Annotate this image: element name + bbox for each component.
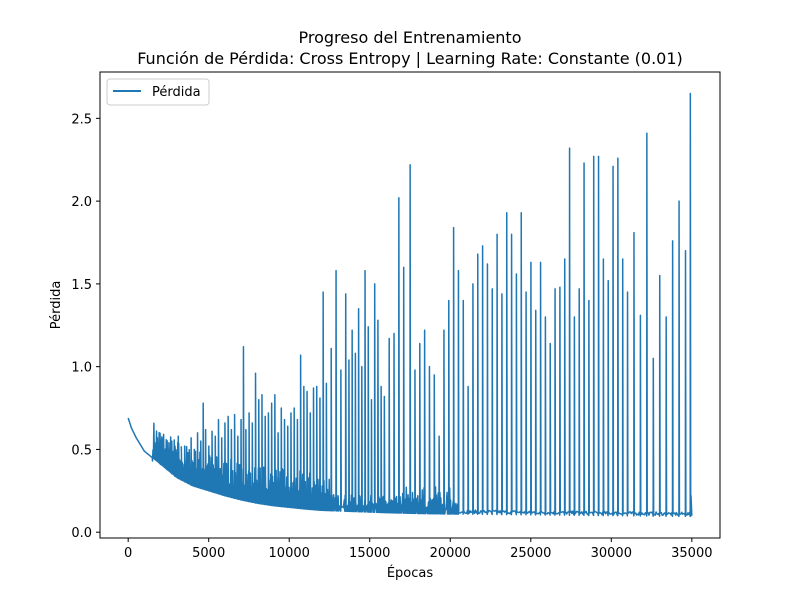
y-tick-label: 0.5: [71, 443, 92, 458]
legend: Pérdida: [106, 78, 210, 106]
legend-box: [106, 78, 210, 106]
chart-title: Progreso del Entrenamiento: [299, 28, 522, 47]
x-tick-label: 15000: [349, 546, 390, 561]
y-axis-label: Pérdida: [49, 281, 64, 330]
line-layer: [127, 92, 693, 518]
y-tick-label: 1.0: [71, 361, 92, 376]
y-tick-label: 0.0: [71, 526, 92, 541]
x-tick-label: 20000: [430, 546, 471, 561]
y-axis: 0.0 0.5 1.0 1.5 2.0 2.5: [71, 112, 100, 541]
x-axis: 0 5000 10000 15000 20000 25000 30000 35000: [124, 538, 712, 561]
y-tick-label: 1.5: [71, 278, 92, 293]
x-tick-label: 35000: [671, 546, 712, 561]
y-tick-label: 2.5: [71, 112, 92, 127]
plot-area: [99, 71, 721, 539]
x-axis-label: Épocas: [387, 565, 434, 581]
x-tick-label: 0: [124, 546, 132, 561]
x-tick-label: 30000: [591, 546, 632, 561]
y-tick-label: 2.0: [71, 195, 92, 210]
series-line-perdida: [127, 92, 693, 518]
x-tick-label: 25000: [510, 546, 551, 561]
x-tick-label: 10000: [269, 546, 310, 561]
x-tick-label: 5000: [192, 546, 225, 561]
legend-label: Pérdida: [152, 85, 201, 100]
chart-subtitle: Función de Pérdida: Cross Entropy | Lear…: [137, 49, 683, 68]
plot-frame: [99, 71, 721, 539]
